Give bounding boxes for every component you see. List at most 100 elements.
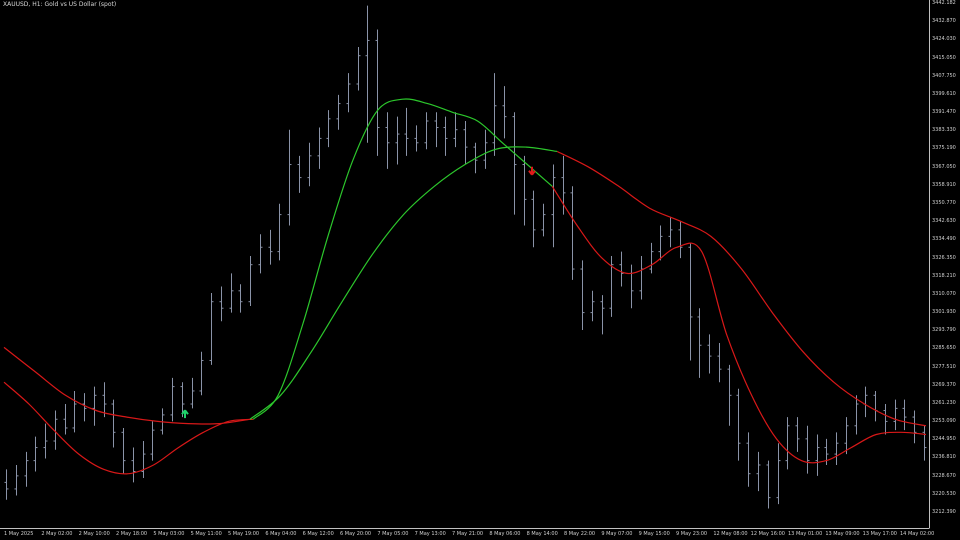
price-tick-label: 3293.790 — [932, 327, 956, 334]
ohlc-bar — [492, 73, 497, 156]
ohlc-bar — [785, 417, 790, 470]
price-tick-label: 3212.390 — [932, 509, 956, 515]
ohlc-bar — [707, 334, 712, 374]
price-tick-label: 3367.050 — [932, 163, 956, 170]
price-tick-label: 3310.070 — [932, 290, 956, 297]
time-tick-label: 2 May 02:00 — [41, 531, 73, 537]
ohlc-bar — [717, 343, 722, 383]
price-tick-label: 3391.470 — [932, 109, 956, 116]
ohlc-bar — [736, 388, 741, 461]
ohlc-bar — [287, 129, 292, 226]
ohlc-bar — [766, 460, 771, 509]
signals-layer — [181, 166, 536, 419]
time-tick-label: 13 May 17:00 — [862, 531, 897, 537]
time-tick-label: 6 May 12:00 — [302, 531, 334, 537]
ohlc-bar — [649, 242, 654, 274]
ohlc-bar — [317, 127, 322, 169]
down-arrow-icon — [528, 166, 536, 176]
fast-line-bearish — [3, 185, 927, 475]
ohlc-bar — [248, 255, 253, 307]
up-arrow-icon — [181, 409, 189, 419]
price-tick-label: 3326.350 — [932, 254, 956, 261]
price-tick-label: 3228.670 — [932, 472, 956, 479]
ohlc-bar — [356, 46, 361, 91]
ohlc-bar — [43, 423, 48, 459]
ohlc-bar — [131, 447, 136, 483]
price-tick-label: 3334.490 — [932, 236, 956, 243]
price-tick-label: 3244.950 — [932, 436, 956, 443]
time-tick-label: 5 May 11:00 — [190, 531, 222, 537]
ohlc-bar — [404, 107, 409, 156]
ohlc-bar — [629, 264, 634, 309]
ohlc-bar — [873, 390, 878, 422]
slow-line-bullish — [249, 146, 558, 420]
ohlc-bar — [658, 225, 663, 261]
ohlc-bar — [258, 234, 263, 274]
ohlc-bar — [727, 364, 732, 426]
ohlc-bar — [365, 5, 370, 143]
ohlc-bar — [219, 286, 224, 322]
price-tick-label: 3358.910 — [932, 181, 956, 188]
ohlc-bar — [922, 425, 927, 461]
ohlc-bar — [678, 221, 683, 259]
price-tick-label: 3407.750 — [932, 72, 956, 79]
ohlc-bar — [912, 410, 917, 444]
ohlc-bar — [14, 464, 19, 496]
price-tick-label: 3375.190 — [932, 145, 956, 152]
ohlc-bar — [834, 432, 839, 465]
ohlc-bar — [883, 404, 888, 435]
ohlc-bar — [570, 186, 575, 280]
time-tick-label: 6 May 04:00 — [265, 531, 297, 537]
ohlc-bar — [33, 436, 38, 472]
ohlc-bar — [893, 399, 898, 431]
price-tick-label: 3269.370 — [932, 381, 956, 388]
ohlc-bar — [531, 190, 536, 248]
ohlc-bar — [121, 427, 126, 474]
price-tick-label: 3301.930 — [932, 309, 956, 316]
slow-line-bearish — [3, 150, 927, 427]
ohlc-bar — [639, 255, 644, 300]
price-tick-label: 3277.510 — [932, 363, 956, 370]
ohlc-bar — [463, 120, 468, 165]
ohlc-bar — [346, 73, 351, 113]
ohlc-bar — [522, 155, 527, 226]
ohlc-bar — [375, 29, 380, 156]
time-tick-label: 8 May 14:00 — [526, 531, 558, 537]
ohlc-bar — [414, 125, 419, 152]
price-tick-label: 3350.770 — [932, 199, 956, 206]
price-tick-label: 3442.182 — [932, 0, 956, 6]
price-tick-label: 3342.630 — [932, 218, 956, 225]
price-tick-label: 3318.210 — [932, 272, 956, 279]
time-axis[interactable]: 1 May 2025 2 May 02:00 2 May 10:00 2 May 18… — [0, 528, 934, 540]
ohlc-bar — [512, 112, 517, 215]
price-tick-label: 3285.650 — [932, 345, 956, 352]
ohlc-bar — [180, 382, 185, 418]
time-tick-label: 5 May 19:00 — [228, 531, 260, 537]
ohlc-bar — [190, 377, 195, 409]
ohlc-bar — [619, 251, 624, 287]
ohlc-bar — [844, 417, 849, 455]
time-tick-label: 8 May 06:00 — [489, 531, 521, 537]
ohlc-bar — [336, 94, 341, 130]
price-tick-label: 3383.330 — [932, 127, 956, 134]
ohlc-bar — [150, 421, 155, 461]
time-tick-label: 7 May 13:00 — [414, 531, 446, 537]
price-axis[interactable]: 3442.182 3432.870 3424.030 3415.050 3407.750… — [929, 0, 960, 540]
price-tick-label: 3424.030 — [932, 36, 956, 43]
ohlc-bar — [395, 116, 400, 165]
time-tick-label: 14 May 02:00 — [900, 531, 935, 537]
ohlc-bar — [199, 351, 204, 396]
ohlc-bar — [24, 451, 29, 487]
ohlc-bar — [580, 260, 585, 330]
price-tick-label: 3253.090 — [932, 418, 956, 425]
ohlc-bar — [434, 112, 439, 148]
time-tick-label: 2 May 10:00 — [78, 531, 110, 537]
time-tick-label: 13 May 09:00 — [825, 531, 860, 537]
fast-line-bullish — [252, 98, 553, 420]
ohlc-bar — [307, 142, 312, 187]
ohlc-bar — [111, 399, 116, 448]
ohlc-bar — [141, 441, 146, 479]
time-tick-label: 6 May 20:00 — [340, 531, 372, 537]
